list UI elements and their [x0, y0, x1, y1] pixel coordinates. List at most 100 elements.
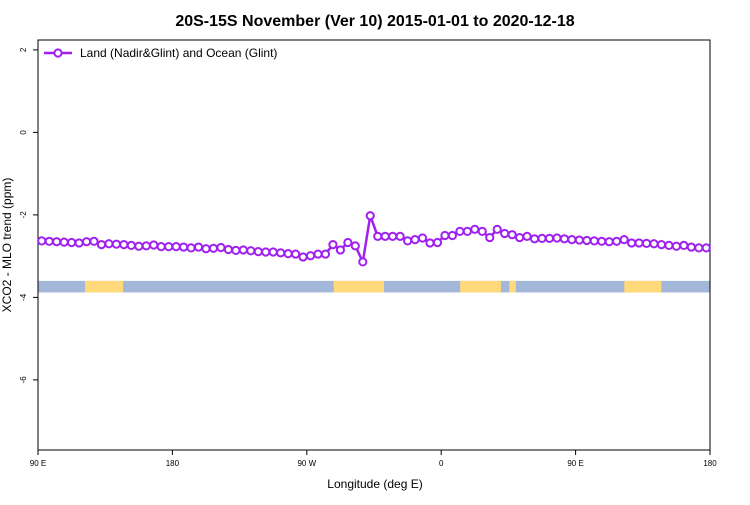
data-point	[67, 237, 77, 248]
data-point	[96, 239, 107, 250]
data-point	[261, 247, 271, 257]
data-point	[462, 226, 472, 236]
data-point	[305, 251, 316, 261]
data-point	[500, 228, 510, 239]
data-point	[291, 249, 301, 259]
data-point	[343, 237, 353, 248]
x-tick-label: 180	[166, 459, 180, 468]
x-tick-label: 0	[439, 459, 444, 468]
data-point	[403, 236, 413, 246]
data-point	[320, 249, 331, 259]
data-point	[604, 237, 614, 247]
data-point	[567, 235, 577, 245]
data-point	[238, 245, 248, 255]
data-point	[597, 236, 607, 246]
data-point	[477, 226, 487, 236]
x-tick-label: 90 E	[30, 459, 46, 468]
data-point	[627, 238, 637, 248]
data-point	[485, 232, 495, 243]
land-segment	[333, 280, 385, 293]
data-point	[37, 236, 47, 246]
data-point	[201, 244, 211, 254]
data-point	[283, 249, 293, 259]
data-point	[544, 233, 555, 244]
land-segment	[460, 280, 501, 293]
data-point	[171, 242, 181, 252]
x-tick-label: 90 E	[567, 459, 583, 468]
data-point	[425, 238, 435, 248]
data-point	[134, 241, 144, 251]
data-point	[141, 241, 151, 251]
data-point	[276, 248, 286, 258]
data-point	[193, 242, 204, 252]
y-tick-label: 0	[19, 130, 28, 135]
data-point	[350, 241, 360, 251]
data-point	[44, 236, 54, 246]
data-point	[335, 245, 345, 255]
data-point	[231, 245, 241, 255]
data-point	[119, 239, 129, 250]
data-point	[656, 239, 667, 250]
data-point	[649, 239, 659, 249]
data-point	[455, 226, 465, 236]
y-tick-label: 2	[19, 47, 28, 52]
data-point	[268, 247, 278, 257]
y-axis-label: XCO2 - MLO trend (ppm)	[0, 178, 14, 313]
data-point	[216, 242, 226, 253]
data-point	[574, 235, 584, 245]
data-point	[679, 240, 689, 251]
data-point	[410, 235, 420, 245]
data-point	[126, 240, 136, 251]
data-point	[664, 240, 674, 251]
y-tick-label: -6	[19, 376, 28, 384]
data-point	[537, 233, 547, 244]
legend-marker	[53, 48, 63, 58]
data-point	[373, 231, 383, 241]
data-point	[552, 233, 562, 243]
data-point	[589, 236, 599, 246]
data-point	[313, 249, 323, 259]
legend-label: Land (Nadir&Glint) and Ocean (Glint)	[80, 46, 277, 60]
data-point	[298, 252, 308, 262]
data-point	[395, 231, 405, 241]
x-tick-label: 90 W	[297, 459, 316, 468]
data-point	[671, 241, 682, 251]
y-tick-label: -4	[19, 293, 28, 301]
data-point	[432, 237, 443, 248]
data-point	[522, 231, 532, 241]
data-point	[641, 238, 652, 248]
land-segment	[624, 280, 662, 293]
data-point	[559, 234, 570, 244]
chart-title: 20S-15S November (Ver 10) 2015-01-01 to …	[175, 13, 574, 30]
x-axis-label: Longitude (deg E)	[327, 477, 422, 491]
data-point	[380, 231, 390, 241]
data-point	[388, 231, 398, 241]
data-point	[179, 242, 189, 252]
land-segment	[85, 280, 124, 293]
data-point	[694, 243, 704, 253]
data-point	[417, 233, 428, 243]
data-point	[208, 243, 219, 253]
data-point	[686, 242, 696, 252]
data-point	[507, 230, 517, 240]
data-point	[470, 224, 480, 234]
x-tick-label: 180	[703, 459, 717, 468]
data-point	[253, 246, 263, 257]
data-point	[701, 243, 711, 253]
data-point	[104, 239, 114, 249]
data-point	[164, 242, 174, 252]
data-point	[634, 238, 644, 248]
data-point	[328, 239, 338, 250]
data-point	[447, 230, 457, 241]
data-point	[515, 232, 525, 243]
data-point	[156, 242, 166, 252]
data-point	[74, 238, 84, 248]
data-point	[365, 211, 375, 221]
land-segment	[509, 280, 516, 293]
data-point	[619, 235, 629, 245]
y-tick-label: -2	[19, 211, 28, 219]
data-point	[81, 237, 92, 247]
data-point	[111, 239, 122, 249]
